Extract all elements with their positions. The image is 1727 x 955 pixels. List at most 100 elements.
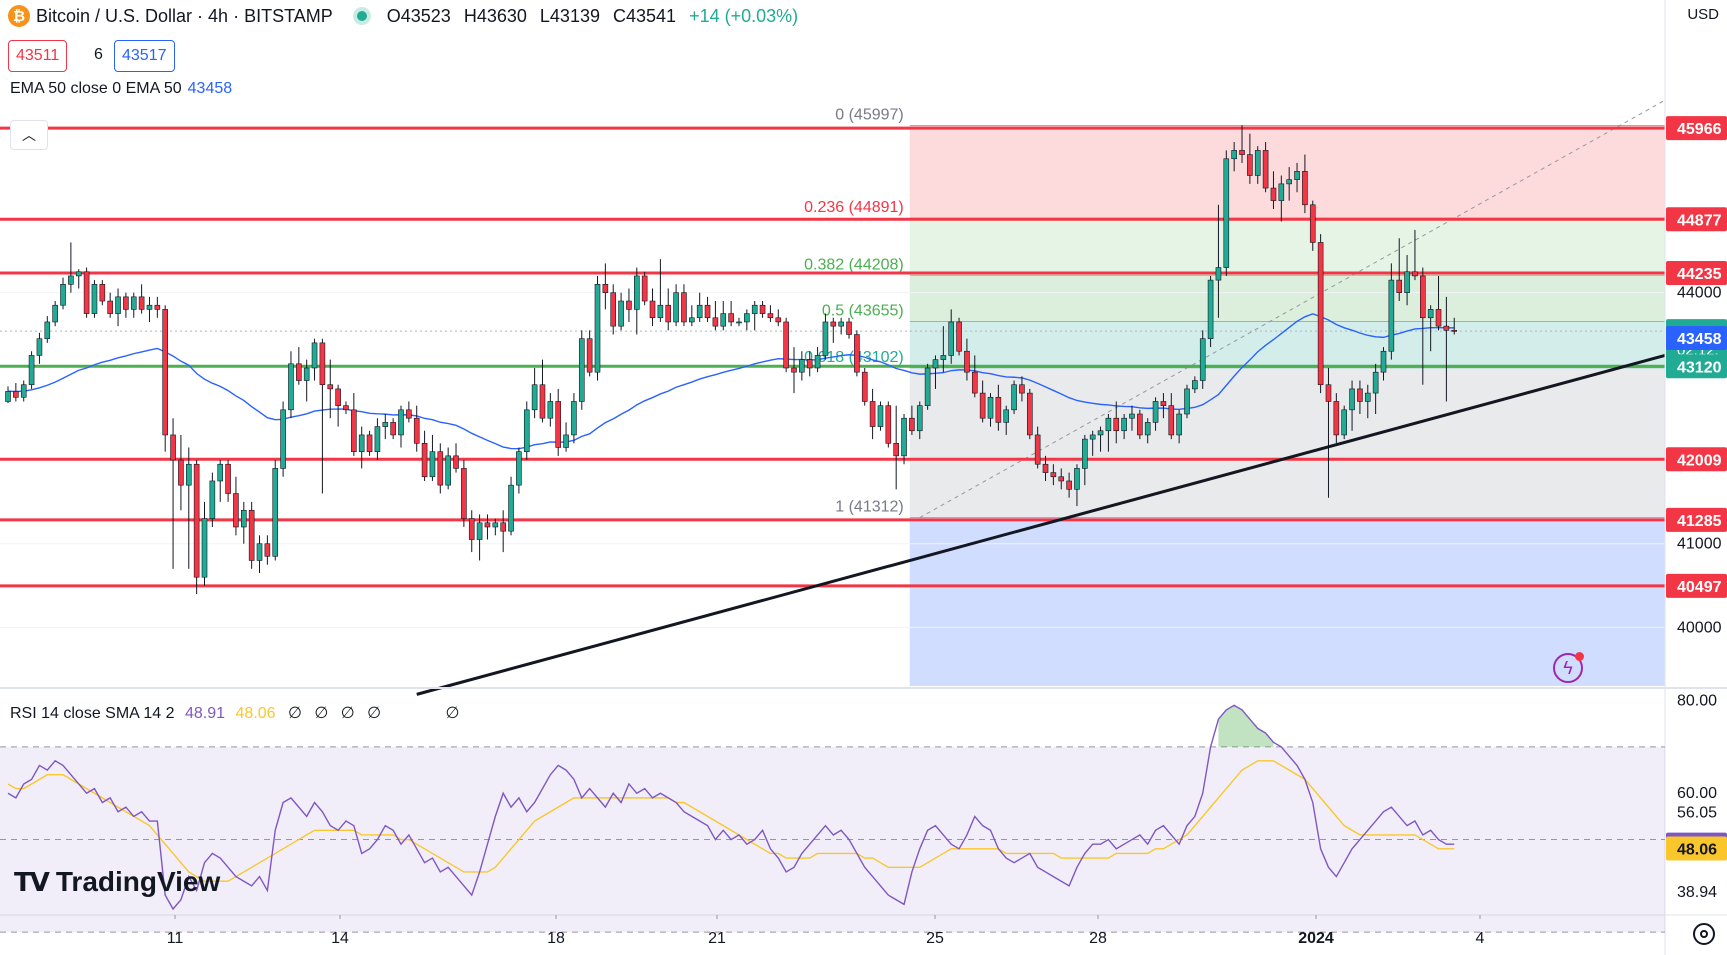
candle-body <box>1254 150 1261 176</box>
candle-body <box>170 434 176 461</box>
price-badge-label: 44235 <box>1677 266 1722 283</box>
candle-body <box>461 468 467 519</box>
price-axis: 4000041000440004596644877442354354102:12… <box>1666 116 1727 636</box>
candle-body <box>1144 422 1151 436</box>
rsi-badge-label: 56.05 <box>1677 805 1717 822</box>
candle-body <box>1420 275 1426 319</box>
candle <box>1003 405 1010 435</box>
candle <box>374 418 381 461</box>
sell-price-button[interactable]: 43511 <box>8 40 68 72</box>
symbol-title[interactable]: Bitcoin / U.S. Dollar · 4h · BITSTAMP <box>36 5 333 26</box>
candle-body <box>1223 158 1230 268</box>
collapse-legend-button[interactable]: ︿ <box>10 120 48 150</box>
candle <box>264 535 271 565</box>
candle <box>146 296 153 322</box>
candle <box>1192 376 1198 394</box>
candle <box>429 434 436 481</box>
candle <box>130 292 137 318</box>
candle-body <box>539 384 546 419</box>
candle <box>704 296 711 322</box>
candle-body <box>28 355 35 386</box>
rsi-legend[interactable]: RSI 14 close SMA 14 2 48.91 48.06 ∅ ∅ ∅ … <box>10 703 459 723</box>
candle-body <box>1270 187 1277 201</box>
candle-body <box>319 342 326 386</box>
candle-body <box>1451 330 1458 332</box>
candle <box>1451 317 1458 335</box>
candle-body <box>547 401 554 419</box>
candle-body <box>649 300 656 319</box>
candle-body <box>578 338 585 402</box>
candle <box>940 326 947 373</box>
rsi-legend-value: 48.91 <box>184 705 226 722</box>
candle-body <box>869 401 876 427</box>
price-badge-label: 42009 <box>1677 452 1722 469</box>
candle-body <box>893 443 899 457</box>
candle <box>201 501 208 586</box>
candle <box>1380 347 1387 381</box>
candle <box>1396 238 1403 302</box>
candle <box>138 284 145 314</box>
candle <box>696 292 703 322</box>
candles <box>5 125 1458 594</box>
candle-body <box>468 518 475 540</box>
candle <box>461 460 467 527</box>
candle-body <box>1302 171 1308 206</box>
time-tick-label: 21 <box>708 930 726 947</box>
candle <box>1341 405 1347 440</box>
candle <box>1113 401 1120 444</box>
candle <box>901 414 907 465</box>
ohlc-change: +14 (+0.03%) <box>689 5 799 26</box>
ema-50-line <box>7 313 1455 450</box>
candle <box>1286 167 1292 201</box>
candle <box>1325 367 1332 498</box>
candle-body <box>492 522 499 528</box>
settings-gear-icon[interactable] <box>1693 923 1715 945</box>
candle <box>1357 380 1363 415</box>
rsi-na-value: ∅ <box>314 705 329 722</box>
candle <box>107 292 113 318</box>
candle <box>689 305 695 327</box>
candle <box>1231 142 1237 172</box>
candle-body <box>1192 380 1198 390</box>
candle-body <box>696 304 703 319</box>
candle <box>453 443 459 473</box>
price-badge-bg <box>1666 261 1727 285</box>
candle-body <box>987 396 994 419</box>
candle-body <box>1034 434 1041 465</box>
currency-label[interactable]: USD <box>1687 6 1719 23</box>
buy-price-button[interactable]: 43517 <box>114 40 175 72</box>
candle-body <box>665 304 672 323</box>
candle <box>1019 376 1025 402</box>
candle <box>869 388 876 440</box>
flash-alert-icon[interactable]: ϟ <box>1553 652 1584 683</box>
candle-body <box>1239 150 1245 155</box>
candle-body <box>531 384 538 411</box>
candle <box>932 355 939 389</box>
candle-body <box>60 283 66 306</box>
candle-body <box>971 371 978 394</box>
candle <box>681 284 687 327</box>
candle-body <box>201 518 208 578</box>
time-tick-label: 18 <box>547 930 565 947</box>
candle <box>979 380 986 423</box>
candle <box>830 317 837 343</box>
candle-body <box>138 296 145 310</box>
candle-body <box>602 283 609 293</box>
candle <box>1262 142 1269 193</box>
candle <box>1074 464 1080 507</box>
candle-body <box>99 283 106 302</box>
candle <box>1105 414 1112 452</box>
candle-body <box>390 422 396 436</box>
ema-legend[interactable]: EMA 50 close 0 EMA 50 43458 <box>8 80 235 98</box>
candle-body <box>861 371 868 402</box>
candle <box>60 277 66 310</box>
price-tick-label: 44000 <box>1677 285 1722 302</box>
time-axis: 11 14 18 21 25 28 2024 4 <box>167 915 1485 947</box>
candle <box>1027 388 1033 440</box>
tradingview-logo: 𝗧𝗩 TradingView <box>14 866 220 898</box>
candle-body <box>445 455 451 486</box>
candle <box>500 510 506 553</box>
candle <box>861 367 868 406</box>
candle <box>885 401 892 448</box>
